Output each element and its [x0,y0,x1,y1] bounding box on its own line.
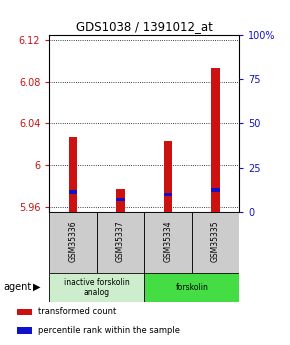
Bar [192,212,239,273]
Text: agent: agent [3,282,31,292]
Text: transformed count: transformed count [38,307,117,316]
Text: percentile rank within the sample: percentile rank within the sample [38,326,180,335]
Bar [211,68,220,212]
Text: inactive forskolin
analog: inactive forskolin analog [64,277,130,297]
Text: GSM35337: GSM35337 [116,220,125,262]
Bar [17,308,32,315]
Bar [49,273,144,302]
Bar [164,141,172,212]
Bar [17,327,32,334]
Bar [211,188,220,192]
Text: GSM35334: GSM35334 [164,220,173,262]
Bar [144,273,239,302]
Bar [144,212,192,273]
Bar [69,137,77,212]
Bar [69,190,77,194]
Bar [49,212,97,273]
Bar [116,189,125,212]
Title: GDS1038 / 1391012_at: GDS1038 / 1391012_at [76,20,213,33]
Text: GSM35335: GSM35335 [211,220,220,262]
Text: forskolin: forskolin [175,283,208,292]
Text: ▶: ▶ [33,282,41,292]
Bar [164,193,172,196]
Bar [116,198,125,201]
Bar [97,212,144,273]
Text: GSM35336: GSM35336 [68,220,77,262]
